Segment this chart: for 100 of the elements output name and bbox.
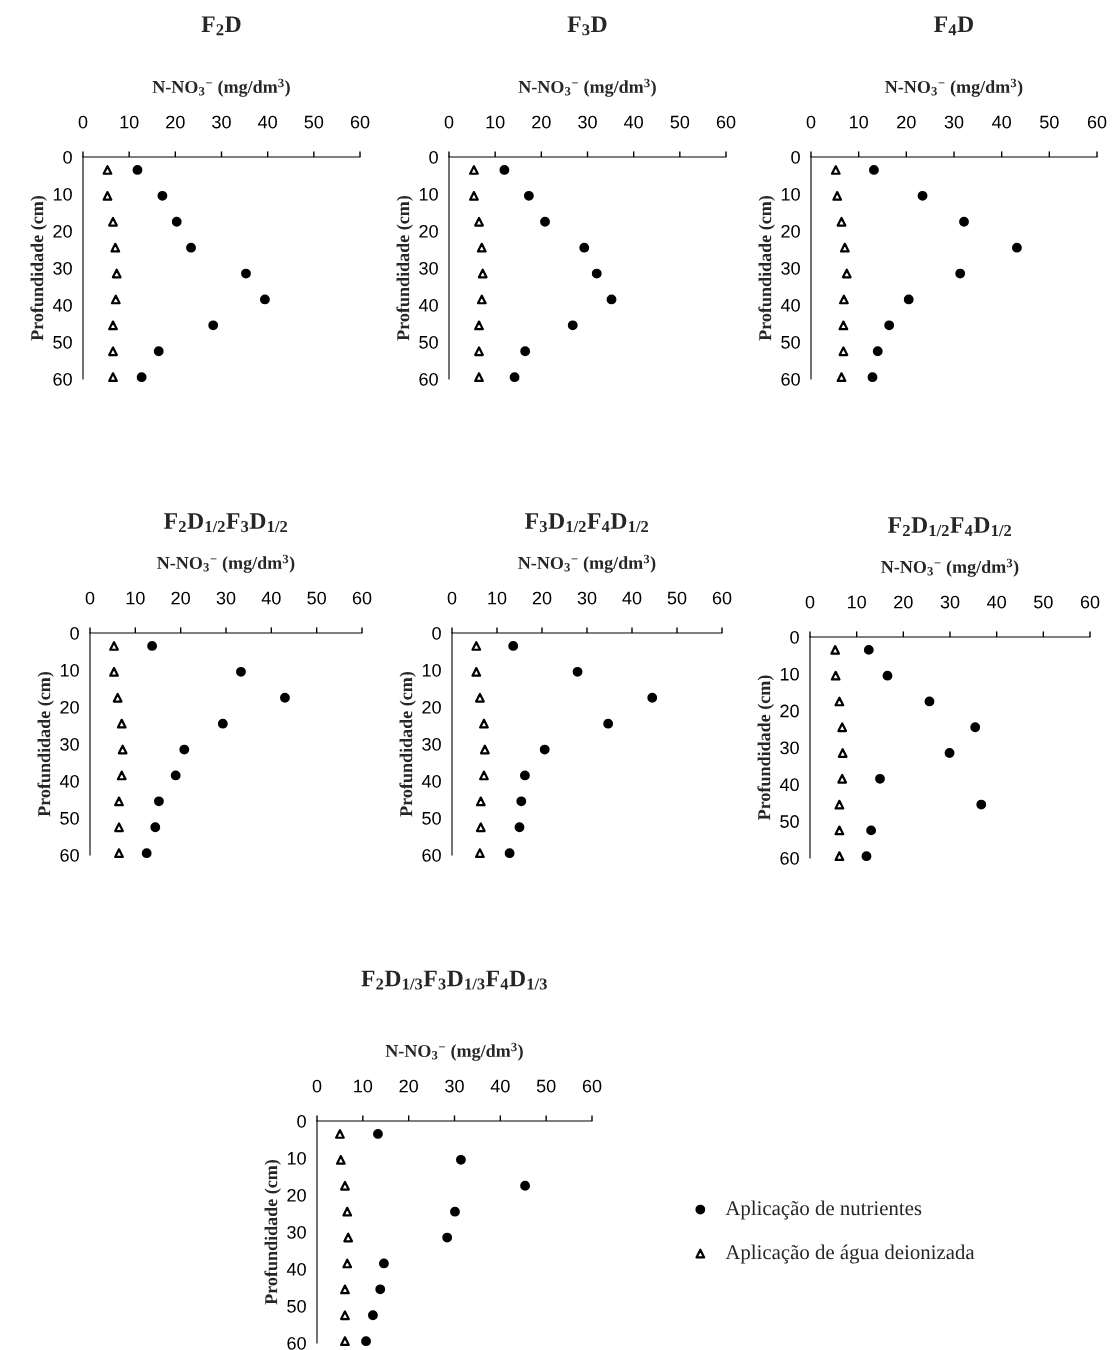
y-tick-label: 40 (780, 298, 800, 312)
point (499, 165, 510, 175)
point (474, 372, 484, 383)
point (153, 346, 164, 357)
point (863, 644, 874, 655)
x-tick-label: 10 (488, 591, 507, 605)
x-tick-label: 40 (258, 115, 277, 129)
point (866, 825, 877, 836)
y-tick-label: 30 (781, 261, 800, 275)
point (375, 1284, 386, 1295)
point (110, 294, 121, 305)
point (343, 1232, 354, 1243)
y-tick-label: 0 (429, 150, 438, 164)
y-tick-label: 50 (422, 811, 441, 825)
point (114, 796, 124, 807)
point (944, 748, 955, 758)
x-tick-label: 60 (350, 115, 370, 129)
y-tick-label: 10 (419, 187, 438, 201)
y-axis-title: Profundidade (cm) (758, 195, 775, 341)
y-tick-label: 20 (60, 700, 79, 714)
point (179, 744, 190, 755)
point (837, 722, 848, 733)
point (141, 848, 152, 859)
point (456, 1154, 466, 1165)
point (504, 848, 515, 859)
y-tick-label: 50 (780, 815, 799, 828)
point (109, 641, 119, 651)
point (884, 320, 895, 331)
y-tick-label: 30 (287, 1225, 306, 1239)
point (830, 165, 841, 175)
y-tick-label: 40 (286, 1262, 306, 1276)
y-tick-label: 0 (63, 150, 72, 164)
point (342, 1206, 353, 1217)
point (114, 848, 124, 859)
chart-title: F$_{2}$D (201, 16, 241, 36)
x-axis-title: N-NO$_{3}$$^{−}$ (mg/dm$^{3}$) (157, 554, 295, 573)
point (475, 822, 486, 833)
point (567, 320, 578, 331)
point (340, 1336, 350, 1347)
point (606, 294, 617, 305)
point (477, 268, 488, 279)
x-tick-label: 30 (216, 591, 236, 605)
legend-label: Aplicação de nutrientes (725, 1200, 922, 1220)
point (153, 796, 164, 807)
point (976, 799, 987, 810)
point (603, 718, 614, 729)
y-tick-label: 20 (780, 704, 799, 718)
point (469, 190, 479, 201)
point (170, 770, 181, 781)
y-tick-label: 50 (287, 1299, 306, 1313)
point (830, 670, 841, 681)
point (186, 242, 196, 253)
point (474, 346, 484, 357)
point (114, 822, 124, 833)
point (108, 216, 118, 227)
point (841, 268, 852, 279)
point (970, 722, 981, 733)
point (838, 294, 849, 305)
y-axis-title: Profundidade (cm) (37, 671, 54, 817)
y-tick-label: 20 (419, 224, 438, 238)
point (837, 748, 848, 758)
point (442, 1232, 453, 1243)
point (476, 242, 487, 253)
point (523, 190, 534, 201)
x-tick-label: 10 (486, 115, 505, 129)
point (836, 372, 847, 383)
point (917, 190, 928, 201)
x-tick-label: 10 (848, 595, 866, 609)
point (479, 718, 489, 729)
point (335, 1154, 346, 1165)
point (509, 372, 520, 383)
x-tick-label: 40 (987, 595, 1006, 609)
chart-title: F$_{2}$D$_{1/3}$F$_{3}$D$_{1/3}$F$_{4}$D$_{1/3}$ (361, 970, 547, 990)
point (837, 773, 848, 784)
x-tick-label: 50 (667, 591, 687, 605)
x-tick-label: 30 (445, 1079, 464, 1093)
x-tick-label: 50 (304, 115, 324, 129)
x-tick-label: 50 (1040, 115, 1059, 129)
y-tick-label: 60 (422, 848, 441, 862)
point (217, 718, 228, 729)
point (342, 1258, 353, 1269)
y-tick-label: 0 (791, 150, 800, 164)
point (830, 644, 841, 655)
y-tick-label: 10 (287, 1151, 306, 1165)
y-axis-title: Profundidade (cm) (399, 671, 416, 817)
x-axis-title: N-NO$_{3}$$^{−}$ (mg/dm$^{3}$) (885, 78, 1023, 97)
x-tick-label: 0 (312, 1079, 322, 1093)
x-tick-label: 20 (532, 591, 552, 605)
y-axis-title: Profundidade (cm) (264, 1159, 281, 1305)
point (540, 216, 550, 227)
point (108, 346, 118, 357)
point (516, 796, 527, 807)
point (834, 825, 845, 836)
point (875, 773, 885, 784)
x-tick-label: 30 (212, 115, 231, 129)
y-tick-label: 60 (60, 848, 79, 862)
point (368, 1310, 378, 1321)
x-tick-label: 50 (1034, 595, 1053, 609)
point (108, 320, 118, 331)
point (834, 696, 845, 707)
